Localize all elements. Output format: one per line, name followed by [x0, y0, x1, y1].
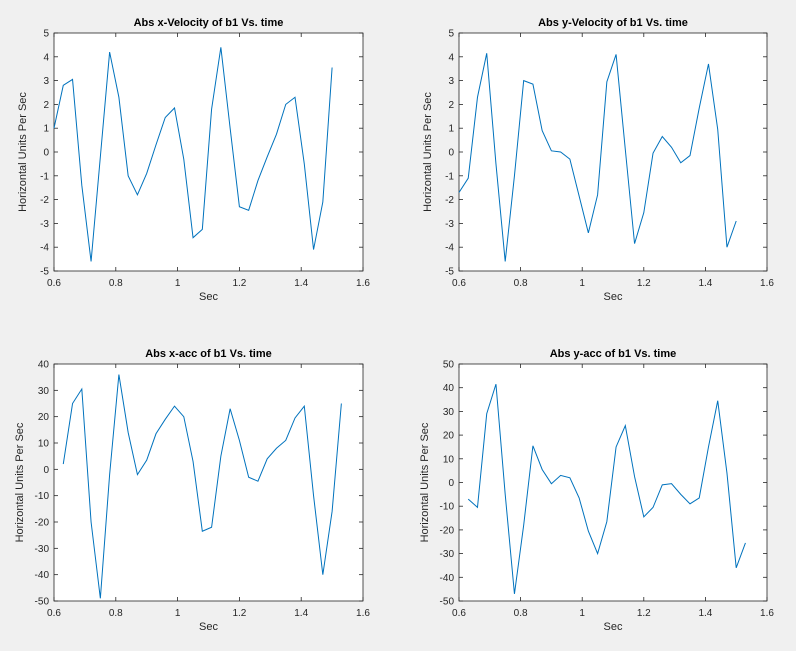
x-tick-label: 0.6 — [47, 608, 61, 619]
chart-1: 0.6 0.8 1 1.2 1.4 1.6 -5 -4 -3 -2 -1 0 1 2 3 4 5 Abs x-Ve… — [17, 17, 370, 303]
y-tick-label: -1 — [445, 171, 454, 182]
y-tick-label: 0 — [448, 148, 454, 159]
x-tick-label: 0.6 — [452, 278, 466, 289]
y-axis-label: Horizontal Units Per Sec — [419, 422, 431, 542]
y-tick-label: 40 — [38, 360, 50, 371]
chart-title: Abs x-acc of b1 Vs. time — [145, 348, 272, 360]
x-tick-label: 1.6 — [760, 608, 774, 619]
y-tick-label: 10 — [443, 454, 455, 465]
y-tick-label: 10 — [38, 439, 50, 450]
y-tick-label: 4 — [448, 52, 454, 63]
y-tick-label: 5 — [448, 29, 454, 40]
x-axis-label: Sec — [604, 621, 623, 633]
y-tick-label: 20 — [38, 412, 50, 423]
y-tick-label: 3 — [448, 76, 454, 87]
chart-3: 0.6 0.8 1 1.2 1.4 1.6 -50 -40 -30 -20 -10 0 10 20 30 40… — [14, 348, 370, 633]
x-tick-label: 1.6 — [356, 608, 370, 619]
x-tick-label: 1 — [175, 608, 181, 619]
y-tick-label: -2 — [445, 195, 454, 206]
y-tick-label: -3 — [40, 219, 49, 230]
y-tick-label: 4 — [43, 52, 49, 63]
y-tick-label: -40 — [35, 570, 50, 581]
x-tick-label: 1 — [579, 278, 585, 289]
y-tick-label: 5 — [43, 29, 49, 40]
y-tick-label: -5 — [40, 267, 49, 278]
series-line — [53, 47, 333, 262]
y-tick-label: -10 — [440, 502, 455, 513]
plot-area — [458, 363, 768, 602]
y-tick-label: 2 — [448, 100, 454, 111]
y-tick-label: 30 — [443, 407, 455, 418]
y-tick-label: 2 — [43, 100, 49, 111]
y-tick-label: -20 — [35, 518, 50, 529]
y-tick-label: -5 — [445, 267, 454, 278]
y-tick-label: -20 — [440, 525, 455, 536]
y-tick-label: -30 — [440, 549, 455, 560]
x-axis-label: Sec — [604, 291, 623, 303]
plot-area — [53, 363, 364, 602]
y-tick-label: 0 — [43, 465, 49, 476]
x-tick-label: 1.6 — [356, 278, 370, 289]
y-tick-label: 3 — [43, 76, 49, 87]
y-tick-label: 1 — [448, 124, 454, 135]
series-line — [458, 53, 737, 262]
chart-title: Abs y-acc of b1 Vs. time — [550, 348, 677, 360]
x-tick-label: 1.2 — [637, 278, 651, 289]
x-tick-label: 1.2 — [637, 608, 651, 619]
x-tick-label: 1.4 — [698, 608, 712, 619]
x-tick-label: 0.6 — [452, 608, 466, 619]
y-tick-label: 1 — [43, 124, 49, 135]
chart-title: Abs x-Velocity of b1 Vs. time — [134, 17, 284, 29]
x-tick-label: 1.4 — [698, 278, 712, 289]
y-axis-label: Horizontal Units Per Sec — [14, 422, 26, 542]
x-tick-label: 1 — [175, 278, 181, 289]
y-axis-label: Horizontal Units Per Sec — [17, 92, 29, 212]
x-tick-label: 1 — [579, 608, 585, 619]
y-tick-label: -40 — [440, 573, 455, 584]
y-tick-label: -50 — [35, 597, 50, 608]
y-tick-label: 0 — [43, 148, 49, 159]
series-line — [467, 383, 746, 594]
x-tick-label: 1.6 — [760, 278, 774, 289]
y-tick-label: 20 — [443, 431, 455, 442]
y-tick-label: -10 — [35, 491, 50, 502]
y-tick-label: -30 — [35, 544, 50, 555]
y-tick-label: -2 — [40, 195, 49, 206]
y-tick-label: -4 — [40, 243, 49, 254]
y-tick-label: 0 — [448, 478, 454, 489]
x-tick-label: 1.4 — [294, 278, 308, 289]
y-tick-label: -1 — [40, 171, 49, 182]
x-tick-label: 1.2 — [232, 608, 246, 619]
series-line — [62, 374, 342, 599]
y-tick-label: -50 — [440, 597, 455, 608]
y-tick-label: 50 — [443, 360, 455, 371]
chart-4: 0.6 0.8 1 1.2 1.4 1.6 -50 -40 -30 -20 -10 0 10 20 30 40… — [419, 348, 774, 633]
chart-title: Abs y-Velocity of b1 Vs. time — [538, 17, 688, 29]
y-tick-label: 40 — [443, 383, 455, 394]
y-tick-label: -4 — [445, 243, 454, 254]
y-tick-label: -3 — [445, 219, 454, 230]
plot-area — [458, 32, 768, 272]
x-tick-label: 1.4 — [294, 608, 308, 619]
x-tick-label: 0.8 — [109, 608, 123, 619]
x-tick-label: 0.8 — [109, 278, 123, 289]
x-tick-label: 1.2 — [232, 278, 246, 289]
x-axis-label: Sec — [199, 621, 218, 633]
chart-2: 0.6 0.8 1 1.2 1.4 1.6 -5 -4 -3 -2 -1 0 1 2 3 4 5 Abs y-Ve… — [422, 17, 774, 303]
y-tick-label: 30 — [38, 386, 50, 397]
x-tick-label: 0.8 — [514, 278, 528, 289]
x-tick-label: 0.6 — [47, 278, 61, 289]
x-axis-label: Sec — [199, 291, 218, 303]
y-axis-label: Horizontal Units Per Sec — [422, 92, 434, 212]
x-tick-label: 0.8 — [514, 608, 528, 619]
